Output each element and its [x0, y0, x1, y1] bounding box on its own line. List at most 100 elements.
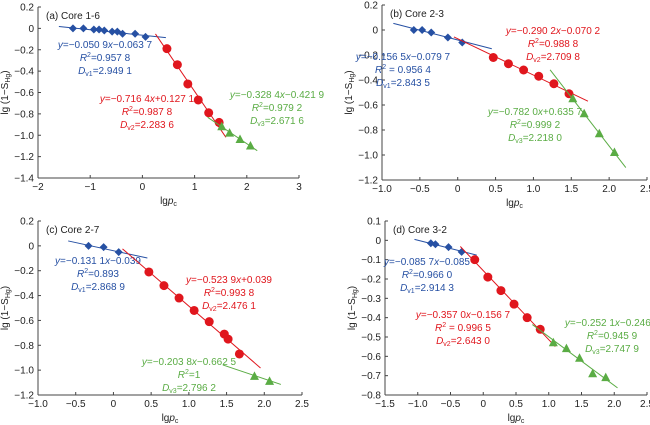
x-tick-label: 1.5 — [575, 399, 589, 410]
x-tick-label: 2.0 — [607, 399, 621, 410]
data-point-triangle — [548, 337, 558, 347]
data-point-diamond — [427, 28, 436, 37]
y-tick-label: −1.2 — [358, 176, 378, 187]
fit-equation-segment-3: y=−0.782 0x+0.635 7 — [487, 107, 583, 118]
fractal-dimension-segment-2: Dv2=2.476 1 — [202, 301, 256, 313]
x-tick-label: 1.0 — [182, 399, 196, 410]
data-point-triangle — [579, 108, 589, 118]
y-tick-label: −0.8 — [14, 109, 34, 120]
fit-equation-segment-3: y=−0.203 8x−0.662 5 — [141, 357, 237, 368]
data-point-diamond — [131, 29, 140, 38]
data-point-circle — [144, 267, 154, 277]
data-point-circle — [172, 60, 182, 70]
fractal-dimension-segment-3: Dv3=2.218 0 — [508, 133, 562, 145]
y-tick-label: −1.0 — [14, 366, 34, 377]
r-squared-segment-2: R2 = 0.996 5 — [435, 322, 491, 334]
x-tick-label: −0.5 — [441, 399, 461, 410]
data-point-circle — [204, 317, 214, 327]
y-tick-label: −0.7 — [361, 371, 381, 382]
y-tick-label: 0.2 — [20, 3, 34, 14]
data-point-circle — [204, 108, 214, 118]
x-tick-label: 2.0 — [602, 184, 616, 195]
y-tick-label: −0.6 — [361, 352, 381, 363]
x-tick-label: 2.5 — [295, 399, 309, 410]
data-point-diamond — [457, 247, 466, 256]
data-point-diamond — [118, 29, 127, 38]
fit-equation-segment-2: y=−0.523 9x+0.039 — [185, 275, 272, 286]
data-point-triangle — [609, 147, 619, 156]
x-tick-label: 0.5 — [489, 184, 503, 195]
data-point-circle — [183, 79, 193, 89]
fit-equation-segment-2: y=−0.290 2x−0.070 2 — [505, 26, 601, 37]
data-point-triangle — [575, 353, 585, 362]
r-squared-segment-3: R2=0.979 2 — [252, 102, 303, 114]
data-point-diamond — [95, 25, 104, 34]
panel-4: 0.1 0 −0.1 −0.2 −0.3 −0.4 −0.5 −0.6 −0.7 −0.8−1.5… — [347, 217, 650, 425]
r-squared-segment-1: R2=0.893 — [77, 268, 119, 280]
r-squared-segment-2: R2=0.988 8 — [528, 38, 579, 50]
panel-title: (b) Core 2-3 — [390, 9, 444, 20]
panel-title: (d) Core 3-2 — [393, 225, 447, 236]
y-tick-label: 0.2 — [20, 217, 34, 228]
data-point-diamond — [99, 243, 108, 252]
fractal-dimension-segment-1: Dv1=2.949 1 — [78, 66, 132, 78]
y-axis-title: lg (1−SHg) — [344, 70, 356, 114]
x-tick-label: −0.5 — [410, 184, 430, 195]
panel-1: 0.2 0 −0.2 −0.4 −0.6 −0.8 −1.0 −1.2 −1.4−2 −1 0 1 2 3… — [0, 3, 325, 209]
x-tick-label: 0.5 — [509, 399, 523, 410]
x-tick-label: 1.0 — [526, 184, 540, 195]
data-point-diamond — [444, 243, 453, 252]
y-tick-label: 0.1 — [367, 217, 381, 228]
data-point-circle — [522, 313, 532, 323]
x-tick-label: −1.0 — [372, 184, 392, 195]
x-tick-label: 2 — [244, 182, 250, 193]
y-tick-label: −0.4 — [358, 76, 378, 87]
y-tick-label: −0.2 — [14, 45, 34, 56]
y-tick-label: −0.6 — [14, 88, 34, 99]
y-tick-label: −1.2 — [14, 391, 34, 402]
data-point-circle — [470, 255, 480, 265]
y-tick-label: 0.2 — [364, 1, 378, 12]
y-tick-label: −1.0 — [358, 151, 378, 162]
x-axis-title: lgpc — [162, 413, 179, 425]
y-tick-label: −0.6 — [358, 101, 378, 112]
r-squared-segment-2: R2=0.987 8 — [122, 106, 173, 118]
fractal-dimension-segment-1: Dv1=2.914 3 — [400, 283, 454, 295]
data-point-circle — [189, 305, 199, 315]
data-point-circle — [549, 79, 559, 89]
x-tick-label: −1.0 — [408, 399, 428, 410]
fractal-dimension-segment-3: Dv3=2.671 6 — [250, 116, 304, 128]
y-axis-title: lg (1−SHg) — [0, 70, 12, 114]
data-point-triangle — [594, 128, 604, 138]
x-tick-label: 0 — [455, 184, 461, 195]
y-tick-label: −0.2 — [14, 266, 34, 277]
x-tick-label: 2.5 — [640, 184, 650, 195]
data-point-triangle — [249, 371, 259, 380]
x-tick-label: 1.0 — [542, 399, 556, 410]
y-axis-title: lg (1−SHg) — [0, 286, 12, 330]
y-tick-label: −0.2 — [361, 275, 381, 286]
fit-equation-segment-3: y=−0.252 1x−0.246 5 — [564, 318, 650, 329]
y-tick-label: −0.8 — [361, 391, 381, 402]
x-tick-label: 0 — [480, 399, 486, 410]
data-point-circle — [488, 53, 498, 62]
x-tick-label: 2.5 — [640, 399, 650, 410]
fit-equation-segment-3: y=−0.328 4x−0.421 9 — [229, 90, 325, 101]
y-tick-label: −1.4 — [14, 174, 34, 185]
y-tick-label: −1.2 — [14, 152, 34, 163]
x-tick-label: 0 — [140, 182, 146, 193]
x-tick-label: −1 — [84, 182, 96, 193]
data-point-circle — [159, 281, 169, 291]
x-tick-label: 1.5 — [220, 399, 234, 410]
y-tick-label: −0.8 — [14, 341, 34, 352]
fit-equation-segment-2: y=−0.357 0x−0.156 7 — [415, 310, 511, 321]
y-tick-label: 0 — [375, 236, 381, 247]
y-tick-label: 0 — [28, 241, 34, 252]
y-tick-label: −0.4 — [14, 67, 34, 78]
data-point-triangle — [235, 134, 245, 144]
data-point-diamond — [68, 24, 77, 33]
y-tick-label: −0.4 — [14, 291, 34, 302]
x-tick-label: −1.5 — [375, 399, 395, 410]
r-squared-segment-3: R2=0.999 2 — [510, 119, 561, 131]
data-point-diamond — [79, 24, 88, 33]
